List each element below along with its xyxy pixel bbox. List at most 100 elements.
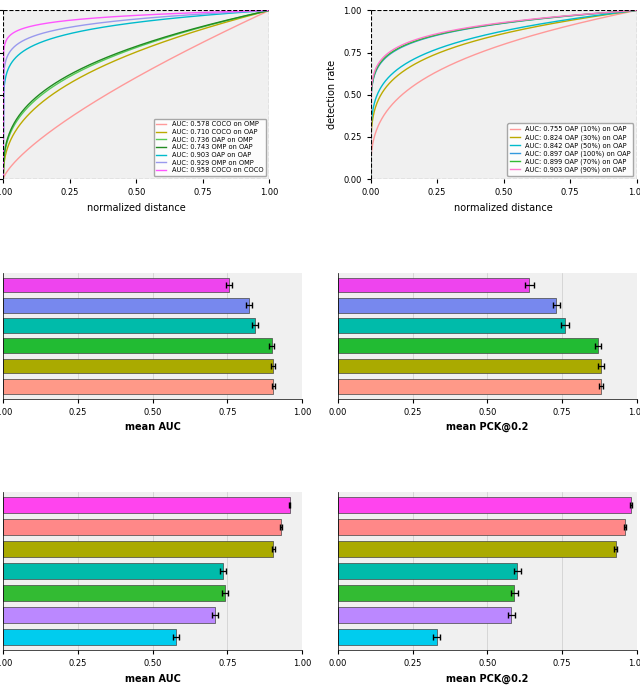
Bar [338,607,511,623]
AUC: 0.903 OAP on OAP: (0.481, 0.924): 0.903 OAP on OAP: (0.481, 0.924) [127,19,135,28]
AUC: 0.958 COCO on COCO: (0.595, 0.978): 0.958 COCO on COCO: (0.595, 0.978) [158,10,166,19]
AUC: 0.736 OAP on OMP: (0.481, 0.769): 0.736 OAP on OMP: (0.481, 0.769) [127,45,135,54]
AUC: 0.903 OAP on OAP: (0.541, 0.936): 0.903 OAP on OAP: (0.541, 0.936) [143,17,151,25]
AUC: 0.743 OMP on OAP: (0.481, 0.776): 0.743 OMP on OAP: (0.481, 0.776) [127,44,135,52]
Legend: AUC: 0.755 OAP (10%) on OAP, AUC: 0.824 OAP (30%) on OAP, AUC: 0.842 OAP (50%) o: AUC: 0.755 OAP (10%) on OAP, AUC: 0.824 … [507,123,634,176]
AUC: 0.710 COCO on OAP: (0.481, 0.742): 0.710 COCO on OAP: (0.481, 0.742) [127,50,135,58]
Line: AUC: 0.929 OMP on OMP: AUC: 0.929 OMP on OMP [3,10,269,179]
AUC: 0.743 OMP on OAP: (0.595, 0.836): 0.743 OMP on OAP: (0.595, 0.836) [158,34,166,42]
AUC: 0.842 OAP (50%) on OAP: (0.595, 0.907): 0.842 OAP (50%) on OAP: (0.595, 0.907) [525,22,533,30]
AUC: 0.578 COCO on OMP: (0.475, 0.581): 0.578 COCO on OMP: (0.475, 0.581) [126,77,134,85]
Bar [3,358,273,374]
AUC: 0.929 OMP on OMP: (0.595, 0.961): 0.929 OMP on OMP: (0.595, 0.961) [158,13,166,21]
AUC: 0.929 OMP on OMP: (0.475, 0.945): 0.929 OMP on OMP: (0.475, 0.945) [126,16,134,24]
Line: AUC: 0.710 COCO on OAP: AUC: 0.710 COCO on OAP [3,10,269,179]
AUC: 0.824 OAP (30%) on OAP: (0.595, 0.895): 0.824 OAP (30%) on OAP: (0.595, 0.895) [525,24,533,32]
AUC: 0.755 OAP (10%) on OAP: (0.481, 0.789): 0.755 OAP (10%) on OAP: (0.481, 0.789) [495,42,502,50]
Bar [3,585,225,601]
AUC: 0.743 OMP on OAP: (0, 0): 0.743 OMP on OAP: (0, 0) [0,175,7,183]
AUC: 0.903 OAP (90%) on OAP: (1, 1): 0.903 OAP (90%) on OAP: (1, 1) [633,6,640,14]
Bar [3,541,273,557]
AUC: 0.824 OAP (30%) on OAP: (0.475, 0.853): 0.824 OAP (30%) on OAP: (0.475, 0.853) [493,31,501,39]
AUC: 0.903 OAP on OAP: (0.595, 0.946): 0.903 OAP on OAP: (0.595, 0.946) [158,15,166,23]
AUC: 0.903 OAP on OAP: (0.976, 0.997): 0.903 OAP on OAP: (0.976, 0.997) [259,7,267,15]
AUC: 0.897 OAP (100%) on OAP: (0.475, 0.918): 0.897 OAP (100%) on OAP: (0.475, 0.918) [493,20,501,28]
AUC: 0.903 OAP (90%) on OAP: (0.541, 0.936): 0.903 OAP (90%) on OAP: (0.541, 0.936) [511,17,518,25]
X-axis label: mean PCK@0.2: mean PCK@0.2 [446,422,529,432]
X-axis label: mean AUC: mean AUC [125,422,180,432]
AUC: 0.958 COCO on COCO: (0.541, 0.973): 0.958 COCO on COCO: (0.541, 0.973) [143,11,151,19]
AUC: 0.842 OAP (50%) on OAP: (0.976, 0.995): 0.842 OAP (50%) on OAP: (0.976, 0.995) [627,7,634,15]
Line: AUC: 0.897 OAP (100%) on OAP: AUC: 0.897 OAP (100%) on OAP [371,10,637,179]
Bar [338,585,515,601]
AUC: 0.958 COCO on COCO: (0.976, 0.999): 0.958 COCO on COCO: (0.976, 0.999) [259,6,267,14]
AUC: 0.842 OAP (50%) on OAP: (0.475, 0.87): 0.842 OAP (50%) on OAP: (0.475, 0.87) [493,28,501,36]
AUC: 0.578 COCO on OMP: (0.481, 0.586): 0.578 COCO on OMP: (0.481, 0.586) [127,76,135,85]
AUC: 0.755 OAP (10%) on OAP: (0.976, 0.992): 0.755 OAP (10%) on OAP: (0.976, 0.992) [627,8,634,16]
AUC: 0.897 OAP (100%) on OAP: (0.595, 0.942): 0.897 OAP (100%) on OAP: (0.595, 0.942) [525,16,533,24]
AUC: 0.897 OAP (100%) on OAP: (1, 1): 0.897 OAP (100%) on OAP: (1, 1) [633,6,640,14]
AUC: 0.899 OAP (70%) on OAP: (0, 0): 0.899 OAP (70%) on OAP: (0, 0) [367,175,374,183]
Line: AUC: 0.736 OAP on OMP: AUC: 0.736 OAP on OMP [3,10,269,179]
Bar [338,629,436,645]
Bar [3,497,289,513]
AUC: 0.736 OAP on OMP: (0.475, 0.766): 0.736 OAP on OMP: (0.475, 0.766) [126,46,134,54]
AUC: 0.899 OAP (70%) on OAP: (0.595, 0.943): 0.899 OAP (70%) on OAP: (0.595, 0.943) [525,16,533,24]
Legend: AUC: 0.578 COCO on OMP, AUC: 0.710 COCO on OAP, AUC: 0.736 OAP on OMP, AUC: 0.74: AUC: 0.578 COCO on OMP, AUC: 0.710 COCO … [154,118,266,176]
AUC: 0.736 OAP on OMP: (0.82, 0.931): 0.736 OAP on OMP: (0.82, 0.931) [218,18,225,26]
AUC: 0.842 OAP (50%) on OAP: (0.82, 0.963): 0.842 OAP (50%) on OAP: (0.82, 0.963) [585,12,593,21]
AUC: 0.899 OAP (70%) on OAP: (0.82, 0.978): 0.899 OAP (70%) on OAP: (0.82, 0.978) [585,10,593,18]
Bar [338,298,556,312]
AUC: 0.903 OAP (90%) on OAP: (0, 0): 0.903 OAP (90%) on OAP: (0, 0) [367,175,374,183]
AUC: 0.710 COCO on OAP: (0.976, 0.99): 0.710 COCO on OAP: (0.976, 0.99) [259,8,267,16]
Bar [3,519,281,535]
Line: AUC: 0.842 OAP (50%) on OAP: AUC: 0.842 OAP (50%) on OAP [371,10,637,179]
AUC: 0.578 COCO on OMP: (0.82, 0.865): 0.578 COCO on OMP: (0.82, 0.865) [218,29,225,37]
AUC: 0.897 OAP (100%) on OAP: (0.541, 0.932): 0.897 OAP (100%) on OAP: (0.541, 0.932) [511,18,518,26]
AUC: 0.755 OAP (10%) on OAP: (0.475, 0.785): 0.755 OAP (10%) on OAP: (0.475, 0.785) [493,43,501,51]
AUC: 0.736 OAP on OMP: (1, 1): 0.736 OAP on OMP: (1, 1) [266,6,273,14]
AUC: 0.842 OAP (50%) on OAP: (0.481, 0.872): 0.842 OAP (50%) on OAP: (0.481, 0.872) [495,28,502,36]
AUC: 0.897 OAP (100%) on OAP: (0.481, 0.919): 0.897 OAP (100%) on OAP: (0.481, 0.919) [495,20,502,28]
Bar [338,338,598,353]
AUC: 0.710 COCO on OAP: (0.595, 0.809): 0.710 COCO on OAP: (0.595, 0.809) [158,39,166,47]
AUC: 0.903 OAP on OAP: (0.82, 0.979): 0.903 OAP on OAP: (0.82, 0.979) [218,10,225,18]
AUC: 0.897 OAP (100%) on OAP: (0, 0): 0.897 OAP (100%) on OAP: (0, 0) [367,175,374,183]
AUC: 0.903 OAP on OAP: (1, 1): 0.903 OAP on OAP: (1, 1) [266,6,273,14]
AUC: 0.755 OAP (10%) on OAP: (0.82, 0.937): 0.755 OAP (10%) on OAP: (0.82, 0.937) [585,17,593,25]
AUC: 0.929 OMP on OMP: (0.82, 0.985): 0.929 OMP on OMP: (0.82, 0.985) [218,9,225,17]
Bar [338,278,529,292]
Bar [338,379,601,394]
Line: AUC: 0.578 COCO on OMP: AUC: 0.578 COCO on OMP [3,10,269,179]
Line: AUC: 0.899 OAP (70%) on OAP: AUC: 0.899 OAP (70%) on OAP [371,10,637,179]
AUC: 0.824 OAP (30%) on OAP: (0, 0): 0.824 OAP (30%) on OAP: (0, 0) [367,175,374,183]
AUC: 0.958 COCO on COCO: (1, 1): 0.958 COCO on COCO: (1, 1) [266,6,273,14]
AUC: 0.824 OAP (30%) on OAP: (0.541, 0.877): 0.824 OAP (30%) on OAP: (0.541, 0.877) [511,27,518,35]
AUC: 0.929 OMP on OMP: (0, 0): 0.929 OMP on OMP: (0, 0) [0,175,7,183]
AUC: 0.755 OAP (10%) on OAP: (0.595, 0.845): 0.755 OAP (10%) on OAP: (0.595, 0.845) [525,32,533,41]
AUC: 0.842 OAP (50%) on OAP: (0.541, 0.891): 0.842 OAP (50%) on OAP: (0.541, 0.891) [511,25,518,33]
AUC: 0.710 COCO on OAP: (1, 1): 0.710 COCO on OAP: (1, 1) [266,6,273,14]
AUC: 0.578 COCO on OMP: (0.541, 0.639): 0.578 COCO on OMP: (0.541, 0.639) [143,67,151,76]
Bar [3,278,229,292]
AUC: 0.842 OAP (50%) on OAP: (0, 0): 0.842 OAP (50%) on OAP: (0, 0) [367,175,374,183]
AUC: 0.929 OMP on OMP: (1, 1): 0.929 OMP on OMP: (1, 1) [266,6,273,14]
AUC: 0.824 OAP (30%) on OAP: (0.82, 0.958): 0.824 OAP (30%) on OAP: (0.82, 0.958) [585,13,593,21]
Bar [3,318,255,333]
AUC: 0.743 OMP on OAP: (0.541, 0.809): 0.743 OMP on OAP: (0.541, 0.809) [143,39,151,47]
AUC: 0.743 OMP on OAP: (0.82, 0.934): 0.743 OMP on OAP: (0.82, 0.934) [218,17,225,25]
Line: AUC: 0.743 OMP on OAP: AUC: 0.743 OMP on OAP [3,10,269,179]
AUC: 0.710 COCO on OAP: (0.541, 0.778): 0.710 COCO on OAP: (0.541, 0.778) [143,43,151,52]
AUC: 0.899 OAP (70%) on OAP: (0.481, 0.921): 0.899 OAP (70%) on OAP: (0.481, 0.921) [495,19,502,28]
AUC: 0.578 COCO on OMP: (1, 1): 0.578 COCO on OMP: (1, 1) [266,6,273,14]
AUC: 0.736 OAP on OMP: (0, 0): 0.736 OAP on OMP: (0, 0) [0,175,7,183]
AUC: 0.903 OAP (90%) on OAP: (0.481, 0.924): 0.903 OAP (90%) on OAP: (0.481, 0.924) [495,19,502,28]
AUC: 0.743 OMP on OAP: (0.976, 0.992): 0.743 OMP on OAP: (0.976, 0.992) [259,8,267,16]
Bar [338,497,631,513]
X-axis label: mean AUC: mean AUC [125,674,180,684]
Bar [338,358,601,374]
Bar [3,338,272,353]
Bar [3,298,250,312]
AUC: 0.743 OMP on OAP: (1, 1): 0.743 OMP on OAP: (1, 1) [266,6,273,14]
Line: AUC: 0.824 OAP (30%) on OAP: AUC: 0.824 OAP (30%) on OAP [371,10,637,179]
